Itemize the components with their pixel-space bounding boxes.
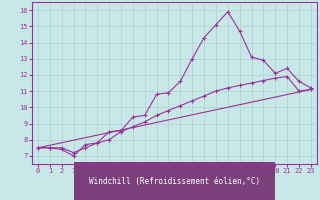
X-axis label: Windchill (Refroidissement éolien,°C): Windchill (Refroidissement éolien,°C) bbox=[89, 177, 260, 186]
